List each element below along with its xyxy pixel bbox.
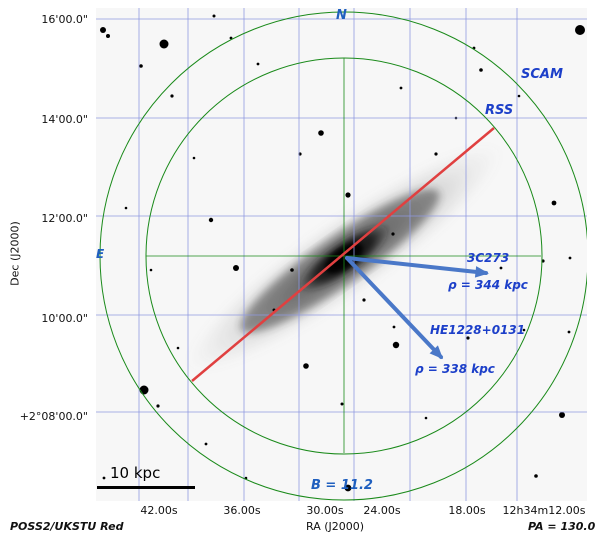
scale-bar — [97, 486, 195, 489]
arrow-to-3c273 — [345, 256, 489, 278]
rss-slit — [191, 127, 495, 382]
y-tick-label: 12'00.0" — [41, 212, 88, 225]
scam-label: SCAM — [521, 67, 563, 82]
magnitude-label: B = 11.2 — [311, 478, 373, 493]
y-tick-label: +2°08'00.0" — [19, 410, 88, 423]
position-angle-label: PA = 130.0 — [528, 520, 596, 533]
y-tick-label: 14'00.0" — [41, 113, 88, 126]
x-axis-title: RA (J2000) — [306, 520, 365, 533]
target-he1228-distance: ρ = 338 kpc — [415, 362, 495, 376]
east-label: E — [96, 247, 105, 261]
y-axis-title: Dec (J2000) — [8, 221, 22, 286]
coordinate-grid — [96, 8, 587, 501]
north-label: N — [336, 8, 347, 23]
x-tick-label: 36.00s — [223, 504, 261, 517]
direction-arrows — [345, 256, 489, 360]
x-tick-label: 24.00s — [363, 504, 401, 517]
x-tick-label: 12h34m12.00s — [502, 504, 586, 517]
target-3c273-name: 3C273 — [467, 251, 510, 265]
x-tick-label: 42.00s — [140, 504, 178, 517]
scale-bar-label: 10 kpc — [110, 464, 161, 482]
arrow-to-he1228 — [345, 256, 444, 360]
survey-label: POSS2/UKSTU Red — [10, 520, 124, 533]
outer-fov-circle — [99, 11, 587, 501]
overlay-graphics — [96, 8, 587, 501]
target-3c273-distance: ρ = 344 kpc — [448, 278, 528, 292]
x-tick-label: 30.00s — [306, 504, 344, 517]
y-tick-label: 10'00.0" — [41, 312, 88, 325]
x-tick-label: 18.00s — [448, 504, 486, 517]
rss-label: RSS — [485, 103, 514, 118]
target-he1228-name: HE1228+0131 — [430, 323, 526, 337]
y-tick-label: 16'00.0" — [41, 13, 88, 26]
